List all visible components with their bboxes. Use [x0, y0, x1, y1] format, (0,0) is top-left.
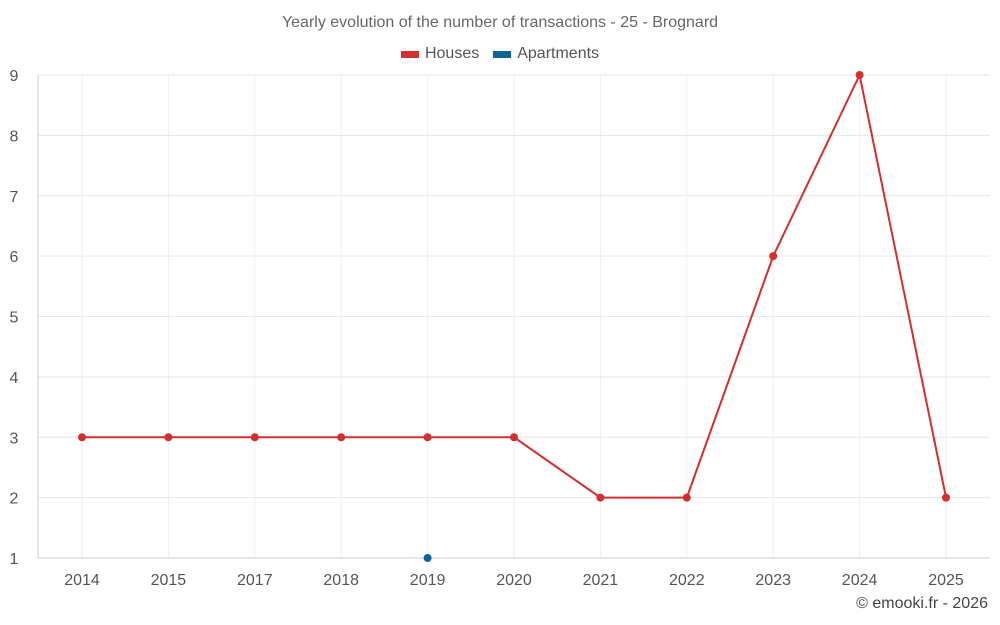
data-point-houses [942, 493, 950, 502]
y-tick-label: 5 [10, 310, 19, 327]
data-point-houses [596, 493, 605, 502]
data-point-houses [423, 433, 432, 442]
y-tick-label: 4 [10, 370, 19, 387]
data-point-houses [164, 433, 173, 442]
x-tick-label: 2021 [583, 572, 619, 589]
data-point-houses [250, 433, 259, 442]
y-tick-label: 8 [10, 128, 19, 145]
x-tick-label: 2019 [410, 572, 446, 589]
x-tick-label: 2024 [842, 572, 878, 589]
legend-label-apartments: Apartments [517, 45, 600, 62]
y-tick-label: 1 [10, 551, 19, 568]
x-tick-label: 2014 [64, 572, 100, 589]
y-tick-label: 6 [10, 249, 19, 266]
x-tick-label: 2023 [755, 572, 791, 589]
data-point-houses [855, 71, 864, 79]
x-tick-label: 2025 [928, 572, 964, 589]
legend-item-houses[interactable]: Houses [400, 45, 480, 63]
x-tick-label: 2022 [669, 572, 705, 589]
legend-swatch-apartments [493, 50, 512, 58]
copyright-credit: © emooki.fr - 2026 [856, 595, 988, 612]
x-tick-label: 2017 [237, 572, 273, 589]
data-point-houses [682, 493, 691, 502]
x-tick-label: 2018 [323, 572, 359, 589]
data-point-houses [337, 433, 346, 442]
data-point-houses [510, 433, 518, 442]
y-tick-label: 7 [10, 189, 19, 206]
legend-swatch-houses [400, 50, 419, 58]
legend-label-houses: Houses [424, 45, 480, 62]
data-point-houses [769, 252, 778, 261]
chart-legend: Houses Apartments [0, 45, 1000, 63]
data-point-houses [78, 433, 86, 442]
legend-item-apartments[interactable]: Apartments [493, 45, 599, 63]
data-point-apartments [423, 554, 432, 562]
y-tick-label: 9 [10, 68, 19, 85]
x-tick-label: 2015 [151, 572, 187, 589]
x-tick-label: 2020 [496, 572, 532, 589]
y-tick-label: 3 [10, 430, 19, 447]
y-tick-label: 2 [10, 491, 19, 508]
chart-title: Yearly evolution of the number of transa… [281, 14, 719, 31]
